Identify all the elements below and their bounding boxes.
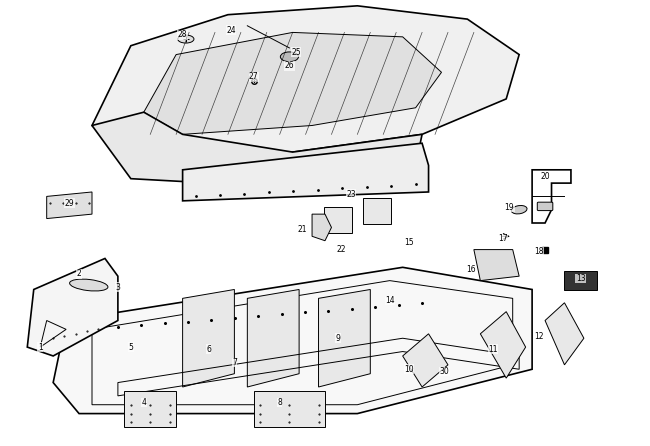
Text: 29: 29 (64, 198, 74, 207)
Ellipse shape (280, 52, 298, 62)
Text: 5: 5 (129, 343, 133, 351)
Polygon shape (480, 312, 526, 378)
Text: 27: 27 (249, 72, 259, 81)
Text: 14: 14 (385, 296, 395, 305)
Text: 4: 4 (141, 398, 146, 407)
Polygon shape (53, 267, 532, 413)
Polygon shape (545, 303, 584, 365)
Text: 11: 11 (489, 345, 498, 354)
Text: 28: 28 (178, 30, 187, 39)
FancyBboxPatch shape (538, 202, 552, 211)
FancyBboxPatch shape (564, 271, 597, 290)
Text: 30: 30 (440, 367, 450, 376)
Text: 24: 24 (226, 26, 236, 35)
Text: 17: 17 (498, 234, 508, 243)
Polygon shape (92, 112, 422, 187)
Polygon shape (183, 289, 235, 387)
Text: 2: 2 (77, 269, 81, 278)
Polygon shape (183, 143, 428, 201)
FancyBboxPatch shape (363, 198, 391, 224)
Text: 23: 23 (346, 190, 356, 198)
Text: 16: 16 (466, 265, 475, 274)
Text: 7: 7 (232, 358, 237, 367)
Polygon shape (27, 259, 118, 356)
Text: 20: 20 (540, 172, 550, 181)
Text: 22: 22 (337, 245, 346, 254)
Text: 10: 10 (404, 365, 414, 374)
Polygon shape (318, 289, 370, 387)
Ellipse shape (512, 206, 527, 214)
Text: 1: 1 (38, 343, 43, 351)
Text: 8: 8 (278, 398, 282, 407)
Polygon shape (47, 192, 92, 219)
Polygon shape (254, 392, 325, 427)
Polygon shape (124, 392, 176, 427)
Text: 3: 3 (116, 283, 120, 292)
Text: 13: 13 (576, 274, 586, 283)
Polygon shape (92, 6, 519, 165)
Text: 18: 18 (534, 248, 543, 256)
Text: 9: 9 (335, 334, 341, 343)
FancyBboxPatch shape (324, 206, 352, 233)
Text: 26: 26 (285, 61, 294, 70)
Text: 15: 15 (404, 239, 414, 248)
Polygon shape (144, 33, 441, 134)
Text: 12: 12 (534, 331, 543, 341)
Ellipse shape (177, 35, 194, 43)
Text: 21: 21 (298, 225, 307, 234)
Polygon shape (474, 250, 519, 281)
Text: 19: 19 (504, 203, 514, 212)
Polygon shape (248, 289, 299, 387)
Ellipse shape (70, 279, 108, 291)
Text: 25: 25 (291, 48, 301, 57)
Polygon shape (402, 334, 448, 387)
Text: 6: 6 (206, 345, 211, 354)
Polygon shape (312, 214, 332, 241)
